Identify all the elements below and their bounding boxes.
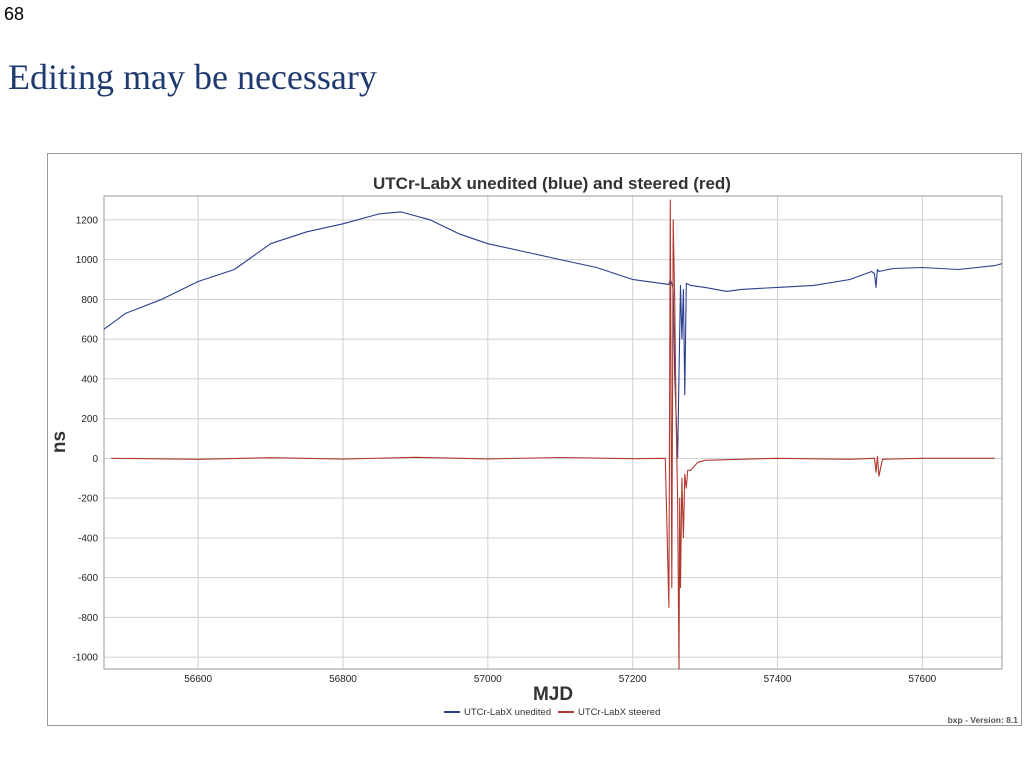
- y-tick-label: -400: [78, 533, 98, 544]
- series-line-unedited: [103, 211, 1003, 459]
- series-line-steered: [111, 199, 995, 670]
- series-group: [103, 199, 1003, 670]
- slide-title: Editing may be necessary: [8, 57, 377, 97]
- y-tick-labels: 1200 1000 800 600 400 200 0 -200 -400 -600 -800 -10…: [72, 215, 98, 663]
- y-axis-label: ns: [49, 431, 70, 453]
- x-tick-label: 57000: [474, 674, 502, 685]
- y-tick-label: -800: [78, 613, 98, 624]
- x-tick-label: 56600: [184, 674, 212, 685]
- y-tick-label: 600: [81, 335, 98, 346]
- plot-area: [103, 195, 1003, 670]
- x-tick-label: 57400: [764, 674, 792, 685]
- chart-svg: UTCr-LabX unedited (blue) and steered (r…: [49, 174, 1019, 725]
- y-tick-label: 800: [81, 295, 98, 306]
- y-tick-label: 1000: [76, 255, 99, 266]
- x-tick-labels: 56600 56800 57000 57200 57400 57600: [184, 674, 936, 685]
- x-tick-label: 57200: [619, 674, 647, 685]
- y-tick-label: -1000: [72, 653, 98, 664]
- y-tick-label: 0: [92, 454, 98, 465]
- grid: [104, 196, 1002, 669]
- y-tick-label: -600: [78, 573, 98, 584]
- chart-title: UTCr-LabX unedited (blue) and steered (r…: [373, 174, 731, 193]
- legend-label-steered: UTCr-LabX steered: [578, 707, 660, 718]
- y-tick-label: 200: [81, 414, 98, 425]
- x-axis-label: MJD: [533, 684, 573, 705]
- x-tick-label: 57600: [908, 674, 936, 685]
- y-tick-label: 1200: [76, 215, 99, 226]
- legend-label-unedited: UTCr-LabX unedited: [464, 707, 551, 718]
- slide-number: 68: [4, 4, 25, 24]
- x-tick-label: 56800: [329, 674, 357, 685]
- chart-frame: UTCr-LabX unedited (blue) and steered (r…: [47, 153, 1022, 726]
- version-footer: bxp - Version: 8.1: [948, 715, 1019, 725]
- y-tick-label: -200: [78, 494, 98, 505]
- y-tick-label: 400: [81, 374, 98, 385]
